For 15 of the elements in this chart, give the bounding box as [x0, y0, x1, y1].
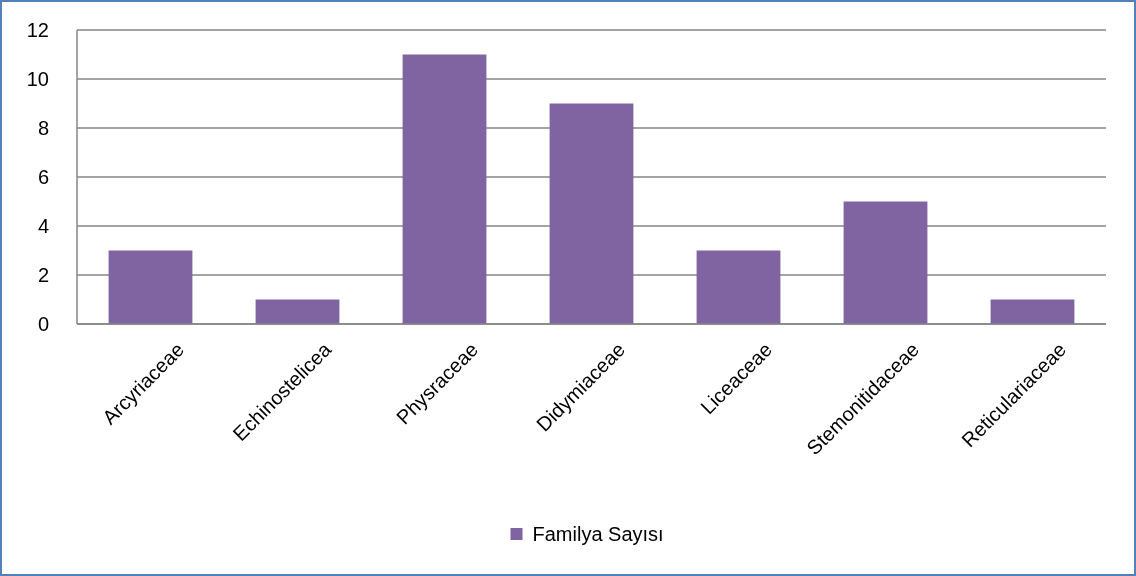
y-tick-label: 4: [37, 215, 49, 237]
bar: [402, 54, 487, 324]
bar: [843, 201, 928, 324]
y-tick-label: 12: [26, 19, 49, 41]
bar: [108, 250, 193, 324]
bar: [255, 299, 340, 324]
bar: [696, 250, 781, 324]
legend-label: Familya Sayısı: [532, 523, 664, 545]
y-tick-label: 10: [26, 68, 49, 90]
y-tick-label: 6: [37, 166, 49, 188]
bar: [549, 103, 634, 324]
y-tick-label: 0: [37, 313, 49, 335]
bar: [990, 299, 1075, 324]
y-tick-label: 2: [37, 264, 49, 286]
y-tick-label: 8: [37, 117, 49, 139]
